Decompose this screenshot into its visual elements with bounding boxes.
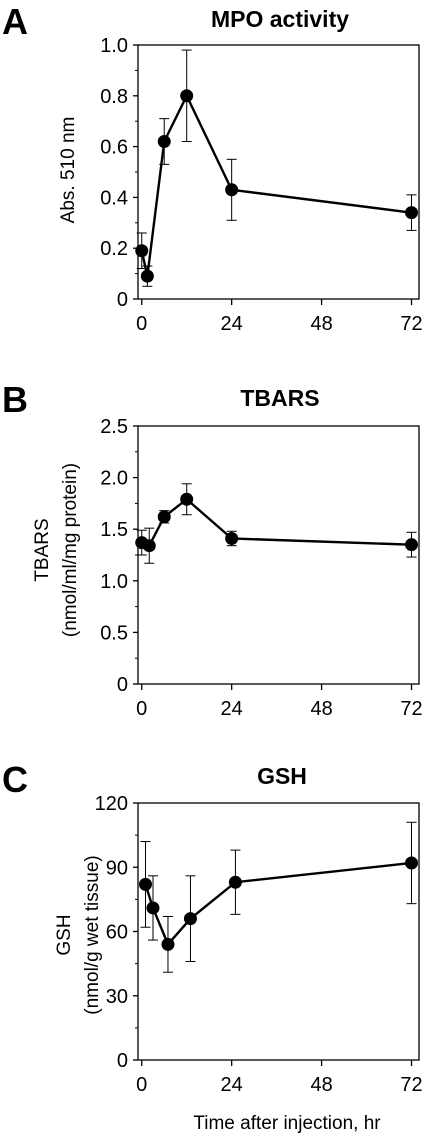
y-tick-label: 0 bbox=[117, 1050, 128, 1072]
x-tick-label: 24 bbox=[221, 698, 243, 720]
plot-frame bbox=[137, 44, 420, 300]
y-tick-label: 2.0 bbox=[100, 468, 128, 490]
data-point bbox=[225, 183, 239, 197]
y-tick-label: 0.5 bbox=[100, 622, 128, 644]
panel-label: A bbox=[2, 1, 28, 42]
y-axis-label: GSH bbox=[54, 914, 75, 955]
data-point bbox=[142, 539, 156, 553]
data-point bbox=[228, 875, 242, 889]
x-tick-label: 24 bbox=[221, 1074, 243, 1096]
series-line bbox=[144, 861, 412, 947]
y-axis-label-group: TBARS (nmol/ml/mg protein) bbox=[32, 463, 81, 637]
panel-c: C GSH GSH (nmol/g wet tissue) 0 30 60 90 120… bbox=[2, 759, 423, 1096]
data-point bbox=[157, 135, 171, 149]
y-tick-label: 1.5 bbox=[100, 519, 128, 541]
plot-area: 0 0.5 1.0 1.5 2.0 2.5 0 24 48 72 bbox=[100, 416, 422, 720]
data-point bbox=[405, 856, 419, 870]
x-tick-label: 48 bbox=[310, 313, 332, 335]
y-tick-label: 0.8 bbox=[100, 86, 128, 108]
y-tick-label: 120 bbox=[95, 793, 128, 815]
y-tick-label: 60 bbox=[106, 922, 128, 944]
x-tick-label: 0 bbox=[136, 1074, 147, 1096]
chart-title: GSH bbox=[257, 763, 307, 789]
data-point bbox=[180, 89, 194, 103]
x-tick-label: 72 bbox=[400, 313, 422, 335]
x-tick-label: 72 bbox=[400, 698, 422, 720]
y-tick-label: 0 bbox=[117, 289, 128, 311]
data-point bbox=[180, 492, 194, 506]
y-axis-label-group: Abs. 510 nm bbox=[58, 117, 79, 224]
data-point bbox=[157, 510, 171, 524]
data-point bbox=[161, 937, 175, 951]
plot-frame bbox=[137, 425, 420, 685]
y-axis-label-units: (nmol/g wet tissue) bbox=[82, 855, 103, 1014]
y-tick-label: 2.5 bbox=[100, 416, 128, 438]
data-point bbox=[405, 538, 419, 552]
plot-area: 0 0.2 0.4 0.6 0.8 1.0 0 24 48 72 bbox=[100, 35, 422, 335]
panel-label: C bbox=[2, 759, 28, 800]
y-axis-label: Abs. 510 nm bbox=[58, 117, 79, 224]
y-tick-label: 0.4 bbox=[100, 187, 128, 209]
x-tick-label: 0 bbox=[136, 698, 147, 720]
panel-b: B TBARS TBARS (nmol/ml/mg protein) 0 0.5 1… bbox=[2, 379, 423, 720]
y-tick-label: 0.6 bbox=[100, 137, 128, 159]
data-point bbox=[405, 206, 419, 220]
data-point bbox=[146, 901, 160, 915]
x-tick-label: 0 bbox=[136, 313, 147, 335]
x-axis-label: Time after injection, hr bbox=[193, 1113, 381, 1134]
panel-a: A MPO activity Abs. 510 nm 0 0.2 0.4 0.6 0.8… bbox=[2, 1, 423, 335]
data-point bbox=[225, 531, 239, 545]
series-line bbox=[140, 93, 412, 277]
x-tick-label: 48 bbox=[310, 1074, 332, 1096]
x-tick-label: 24 bbox=[221, 313, 243, 335]
y-tick-label: 30 bbox=[106, 986, 128, 1008]
y-axis-label-units: (nmol/ml/mg protein) bbox=[60, 463, 81, 637]
series-line bbox=[141, 497, 412, 548]
y-tick-label: 0.2 bbox=[100, 238, 128, 260]
data-point bbox=[138, 877, 152, 891]
chart-title: MPO activity bbox=[211, 6, 349, 32]
chart-title: TBARS bbox=[240, 385, 319, 411]
data-point bbox=[140, 269, 154, 283]
panel-label: B bbox=[2, 379, 28, 420]
y-tick-label: 0 bbox=[117, 674, 128, 696]
y-tick-label: 1.0 bbox=[100, 35, 128, 57]
y-axis-label: TBARS bbox=[32, 518, 53, 581]
y-tick-label: 90 bbox=[106, 857, 128, 879]
y-tick-label: 1.0 bbox=[100, 571, 128, 593]
x-tick-label: 48 bbox=[310, 698, 332, 720]
data-point bbox=[135, 244, 149, 258]
data-point bbox=[183, 912, 197, 926]
plot-area: 0 30 60 90 120 0 24 48 72 bbox=[95, 793, 423, 1096]
y-axis-label-group: GSH (nmol/g wet tissue) bbox=[54, 855, 103, 1014]
x-tick-label: 72 bbox=[400, 1074, 422, 1096]
